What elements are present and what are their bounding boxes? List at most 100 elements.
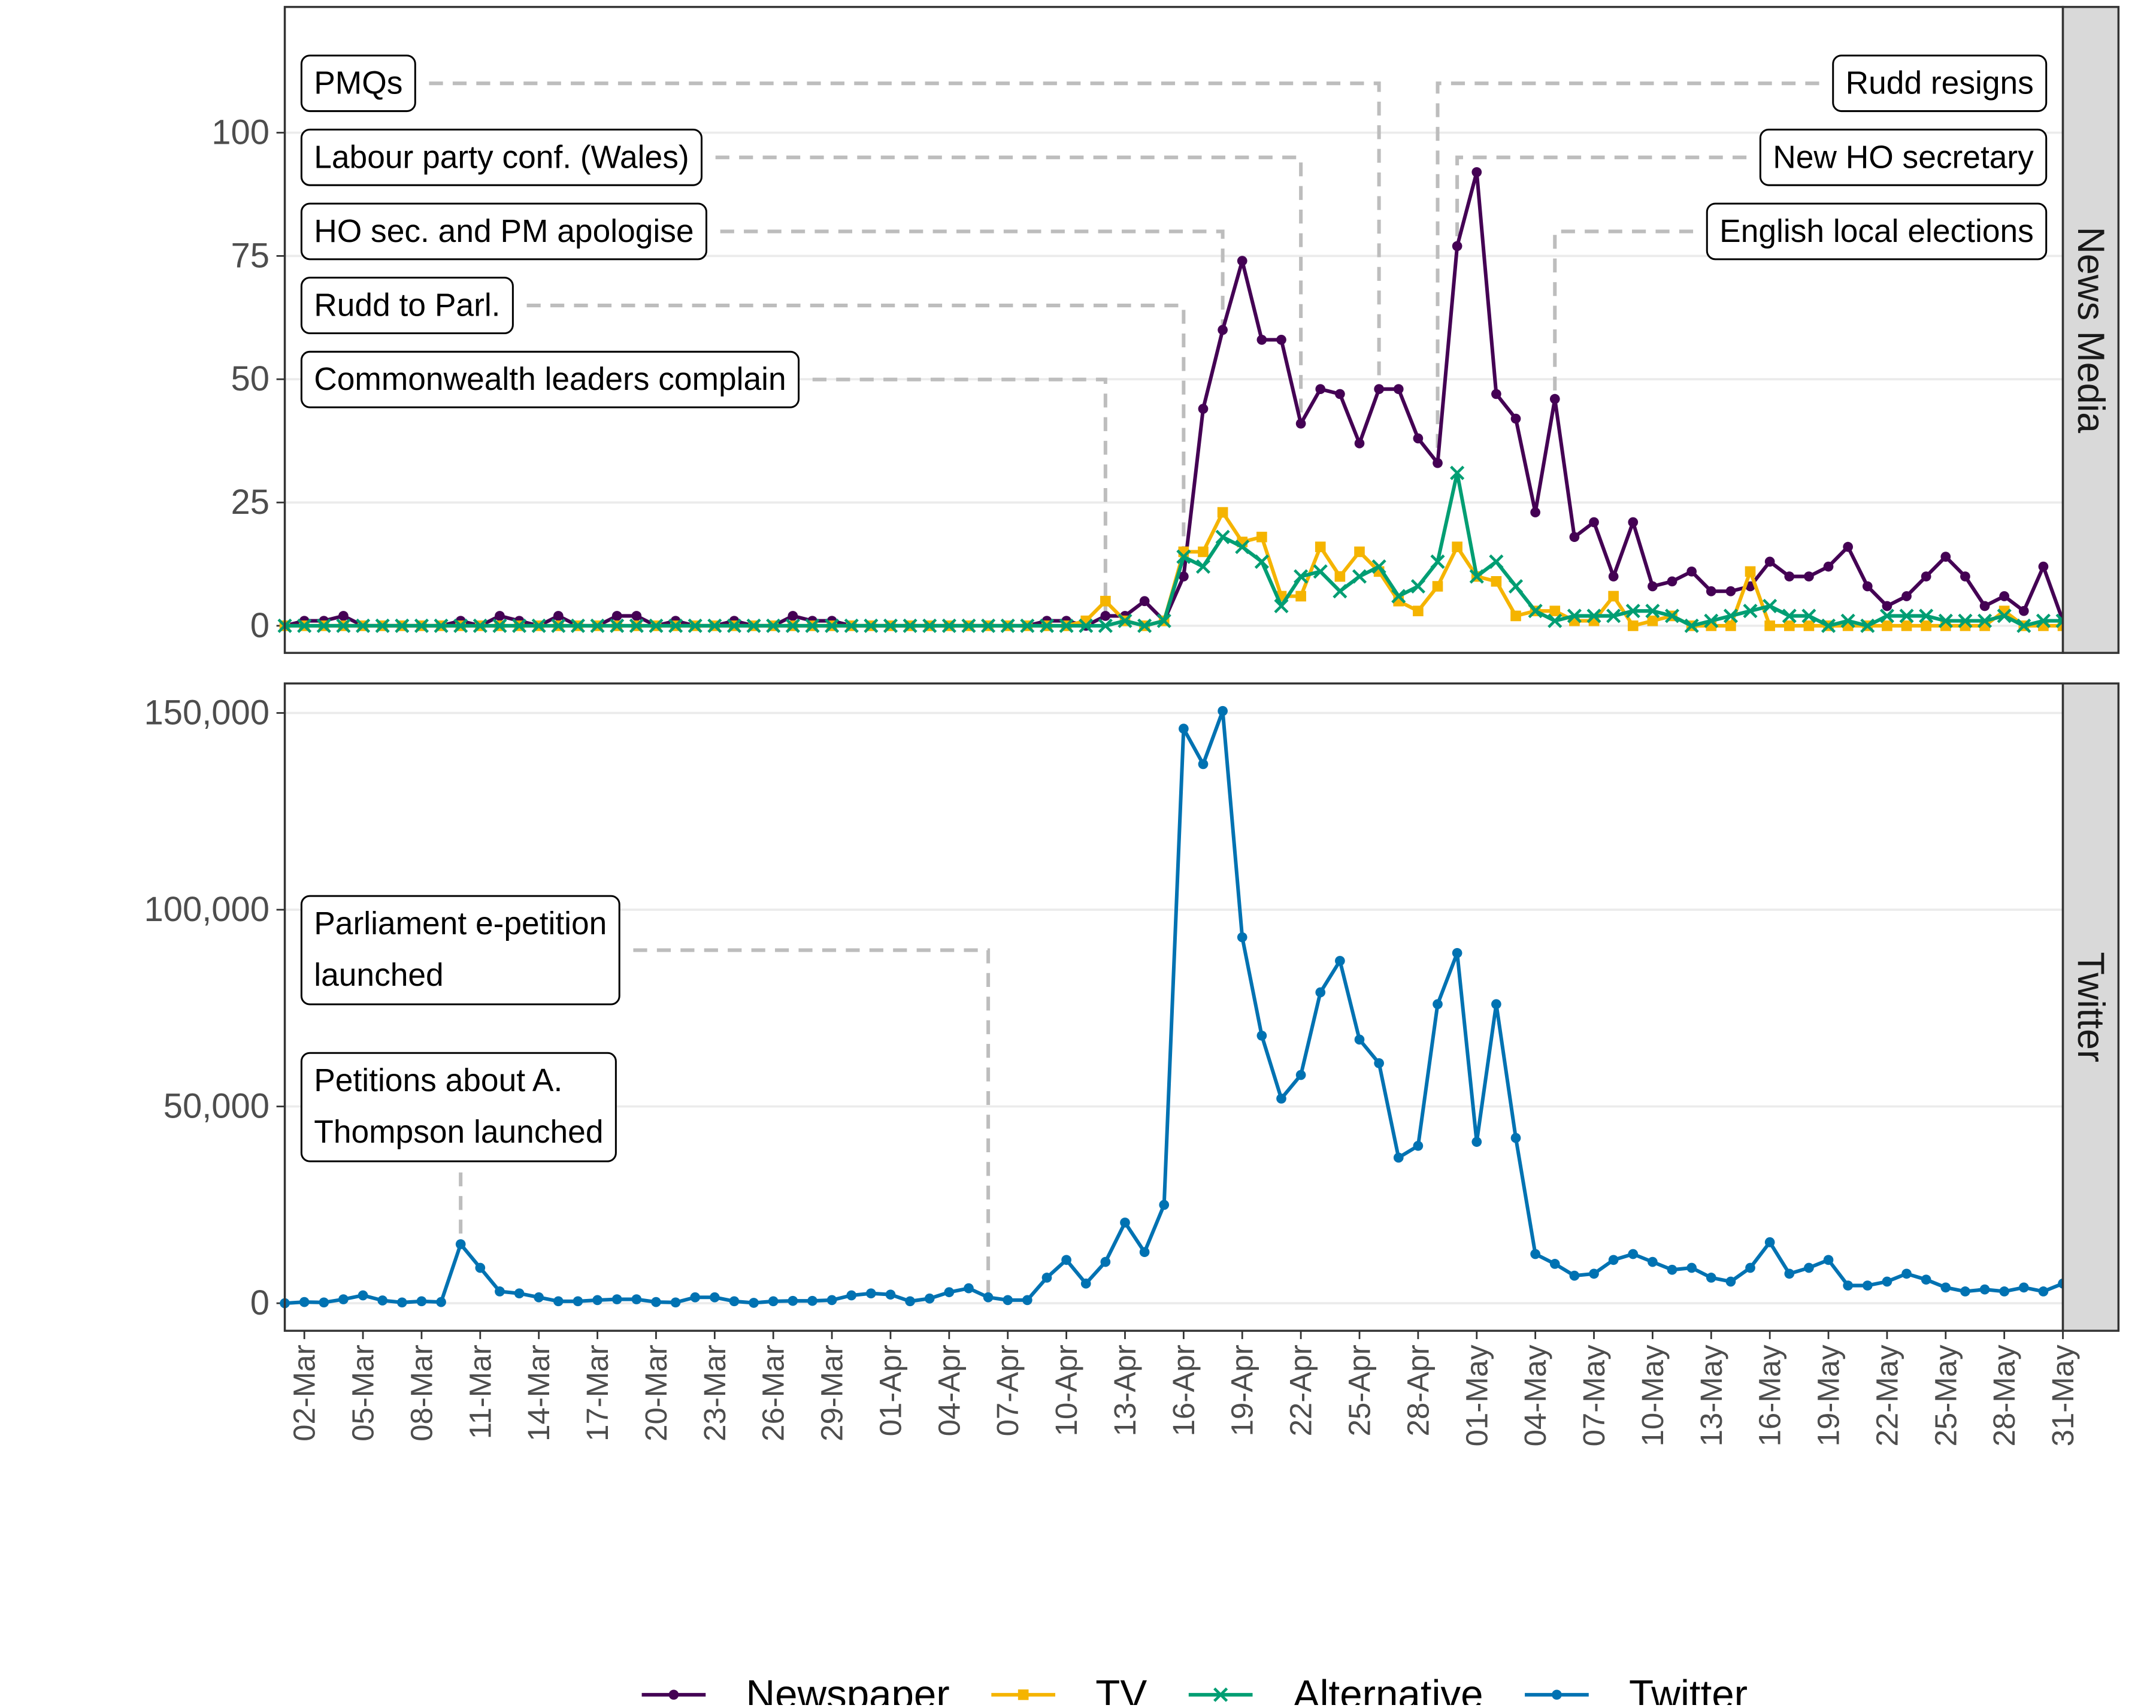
point xyxy=(1997,608,2012,623)
point xyxy=(1921,571,1931,582)
legend-item: TV xyxy=(991,1672,1147,1708)
point xyxy=(455,1239,466,1249)
point xyxy=(2036,613,2051,628)
point xyxy=(1549,1259,1560,1269)
annotation: Rudd to Parl. xyxy=(300,277,514,334)
point xyxy=(1686,566,1697,577)
annotation-box xyxy=(300,54,416,113)
annotation-connector xyxy=(1436,81,1819,464)
point xyxy=(1452,241,1462,252)
point xyxy=(1784,571,1795,582)
point xyxy=(1022,1295,1032,1306)
point xyxy=(961,618,976,633)
point xyxy=(610,618,625,633)
point xyxy=(688,618,702,633)
annotation-label: PMQs xyxy=(314,66,402,101)
annotation-label: New HO secretary xyxy=(1773,140,2034,175)
annotation-box xyxy=(1759,128,2048,186)
annotation-connector xyxy=(720,229,1225,330)
point xyxy=(338,611,349,621)
point xyxy=(1254,554,1269,569)
point xyxy=(1882,1276,1892,1287)
point xyxy=(1491,576,1502,587)
point xyxy=(1295,590,1306,602)
point xyxy=(2018,1282,2029,1293)
point xyxy=(1879,608,1894,623)
point xyxy=(1313,564,1328,579)
point xyxy=(1354,1034,1365,1045)
point xyxy=(1801,608,1816,623)
point xyxy=(1647,615,1658,626)
point xyxy=(1979,601,1990,611)
point xyxy=(788,611,798,621)
annotation-connector xyxy=(1553,229,1694,399)
point xyxy=(1059,618,1074,633)
point xyxy=(1100,1256,1111,1267)
point xyxy=(1430,554,1445,569)
point xyxy=(1235,540,1250,555)
point xyxy=(299,1297,310,1307)
point xyxy=(885,1289,896,1300)
point xyxy=(1237,256,1247,266)
point xyxy=(1491,999,1501,1010)
point xyxy=(865,1288,876,1299)
x-tick-label: 20-Mar xyxy=(639,1344,673,1441)
point xyxy=(1862,1280,1873,1291)
point xyxy=(1137,618,1152,633)
point xyxy=(1684,618,1699,633)
annotation-label: Petitions about A. xyxy=(314,1063,562,1098)
point xyxy=(396,1297,407,1308)
point xyxy=(1664,608,1680,623)
point xyxy=(1530,507,1540,517)
point xyxy=(1743,604,1758,619)
point xyxy=(924,1293,935,1304)
point xyxy=(436,1297,446,1307)
point xyxy=(1139,596,1150,607)
point xyxy=(1491,389,1501,399)
annotation: English local elections xyxy=(1706,202,2048,261)
point xyxy=(570,618,586,633)
point xyxy=(473,618,487,633)
point xyxy=(1198,759,1209,770)
point xyxy=(2016,618,2031,633)
annotation-box xyxy=(300,350,800,408)
point xyxy=(1237,932,1247,943)
point xyxy=(1315,384,1326,395)
annotation-box xyxy=(1832,54,2048,113)
legend-marker xyxy=(1213,1687,1228,1702)
annotation-label: Rudd resigns xyxy=(1846,66,2034,101)
x-tick-label: 31-May xyxy=(2046,1344,2080,1447)
point xyxy=(1725,586,1736,596)
point xyxy=(1469,569,1484,584)
point xyxy=(726,618,742,633)
x-tick-label: 29-Mar xyxy=(815,1344,849,1441)
point xyxy=(1940,1282,1951,1293)
point xyxy=(1899,608,1914,623)
x-tick-label: 22-May xyxy=(1870,1344,1904,1447)
point xyxy=(1804,1262,1814,1273)
facet-label: News Media xyxy=(2070,227,2112,434)
point xyxy=(1606,608,1621,623)
point xyxy=(649,618,664,633)
point xyxy=(1508,579,1524,594)
point xyxy=(1432,581,1443,592)
point xyxy=(1003,1295,1013,1306)
legend-item: Alternative xyxy=(1188,1672,1483,1708)
x-tick-label: 02-Mar xyxy=(287,1344,322,1441)
series-line xyxy=(284,471,2063,628)
point xyxy=(1567,608,1582,623)
x-tick-label: 11-Mar xyxy=(463,1344,497,1439)
point xyxy=(1195,559,1211,574)
point xyxy=(766,618,781,633)
point xyxy=(670,1297,681,1308)
point xyxy=(826,1295,837,1306)
point xyxy=(514,1288,525,1299)
point xyxy=(825,618,840,633)
point xyxy=(1315,541,1326,552)
point xyxy=(434,618,449,633)
point xyxy=(1882,601,1892,611)
point xyxy=(1098,618,1113,633)
point xyxy=(1352,569,1367,584)
point xyxy=(1960,1286,1970,1297)
point xyxy=(1433,458,1443,468)
